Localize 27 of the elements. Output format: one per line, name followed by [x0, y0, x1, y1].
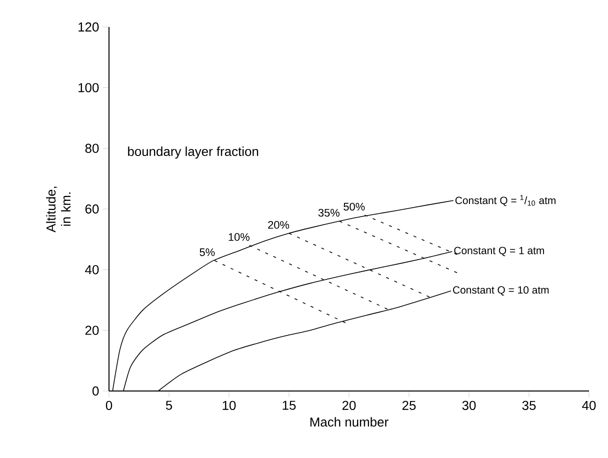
- series-label: Constant Q = 10 atm: [453, 286, 549, 296]
- x-tick-label: 30: [462, 400, 476, 410]
- y-axis-title: Altitude, in km.: [46, 186, 70, 232]
- x-tick-label: 35: [522, 400, 536, 410]
- annotation: 20%: [268, 221, 290, 229]
- y-tick-label: 80: [85, 144, 99, 153]
- x-tick-label: 10: [222, 400, 236, 410]
- annotation: 50%: [344, 202, 365, 211]
- annotation: 10%: [228, 233, 250, 241]
- y-tick-label: 20: [85, 326, 99, 335]
- annotation: 35%: [318, 208, 340, 217]
- x-tick-label: 20: [342, 400, 356, 410]
- x-tick-label: 25: [402, 400, 416, 410]
- y-tick-label: 40: [85, 265, 99, 274]
- y-tick-label: 60: [85, 204, 99, 214]
- x-tick-label: 0: [106, 400, 112, 410]
- annotation: boundary layer fraction: [128, 146, 258, 159]
- y-tick-label: 100: [78, 83, 99, 92]
- x-tick-label: 40: [582, 400, 596, 410]
- x-axis-title: Mach number: [310, 417, 388, 427]
- annotation: 5%: [200, 248, 215, 256]
- x-tick-label: 15: [282, 400, 296, 410]
- x-tick-label: 5: [166, 400, 172, 410]
- y-tick-label: 120: [78, 22, 99, 32]
- series-label: Constant Q = 1 atm: [454, 246, 544, 256]
- series-label: Constant Q = $^{1}$/$_{10}$ atm: [455, 195, 556, 206]
- y-tick-label: 0: [92, 386, 99, 396]
